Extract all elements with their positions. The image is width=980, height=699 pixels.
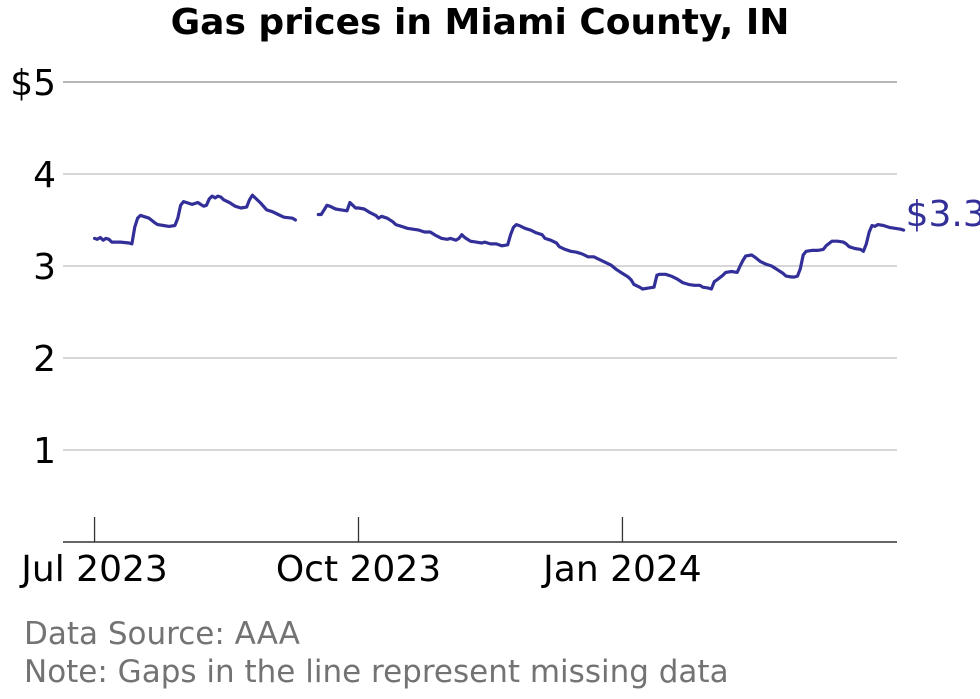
price-series	[93, 193, 906, 291]
y-tick-label-1: 1	[33, 431, 56, 472]
price-line-segment-1	[93, 193, 297, 246]
y-tick-label-4: 4	[33, 155, 56, 196]
y-tick-label-2: 2	[33, 339, 56, 380]
price-line-segment-2	[316, 200, 906, 291]
x-tick-label-0: Jul 2023	[19, 549, 168, 590]
chart-title: Gas prices in Miami County, IN	[170, 2, 790, 43]
y-axis-tick-labels: 1 2 3 4 $5	[10, 63, 56, 472]
last-value-label: $3.39	[906, 194, 980, 235]
gaps-note: Note: Gaps in the line represent missing…	[24, 654, 729, 690]
x-tick-label-2: Jan 2024	[541, 549, 702, 590]
line-chart: 1 2 3 4 $5 Jul 2023 Oct 2023 Jan 2024 $3.39	[10, 63, 980, 590]
x-axis-ticks: Jul 2023 Oct 2023 Jan 2024	[19, 517, 702, 590]
data-source-note: Data Source: AAA	[24, 616, 300, 652]
y-tick-label-3: 3	[33, 247, 56, 288]
y-tick-label-5: $5	[10, 63, 56, 104]
x-tick-label-1: Oct 2023	[276, 549, 441, 590]
gridlines	[63, 81, 897, 451]
